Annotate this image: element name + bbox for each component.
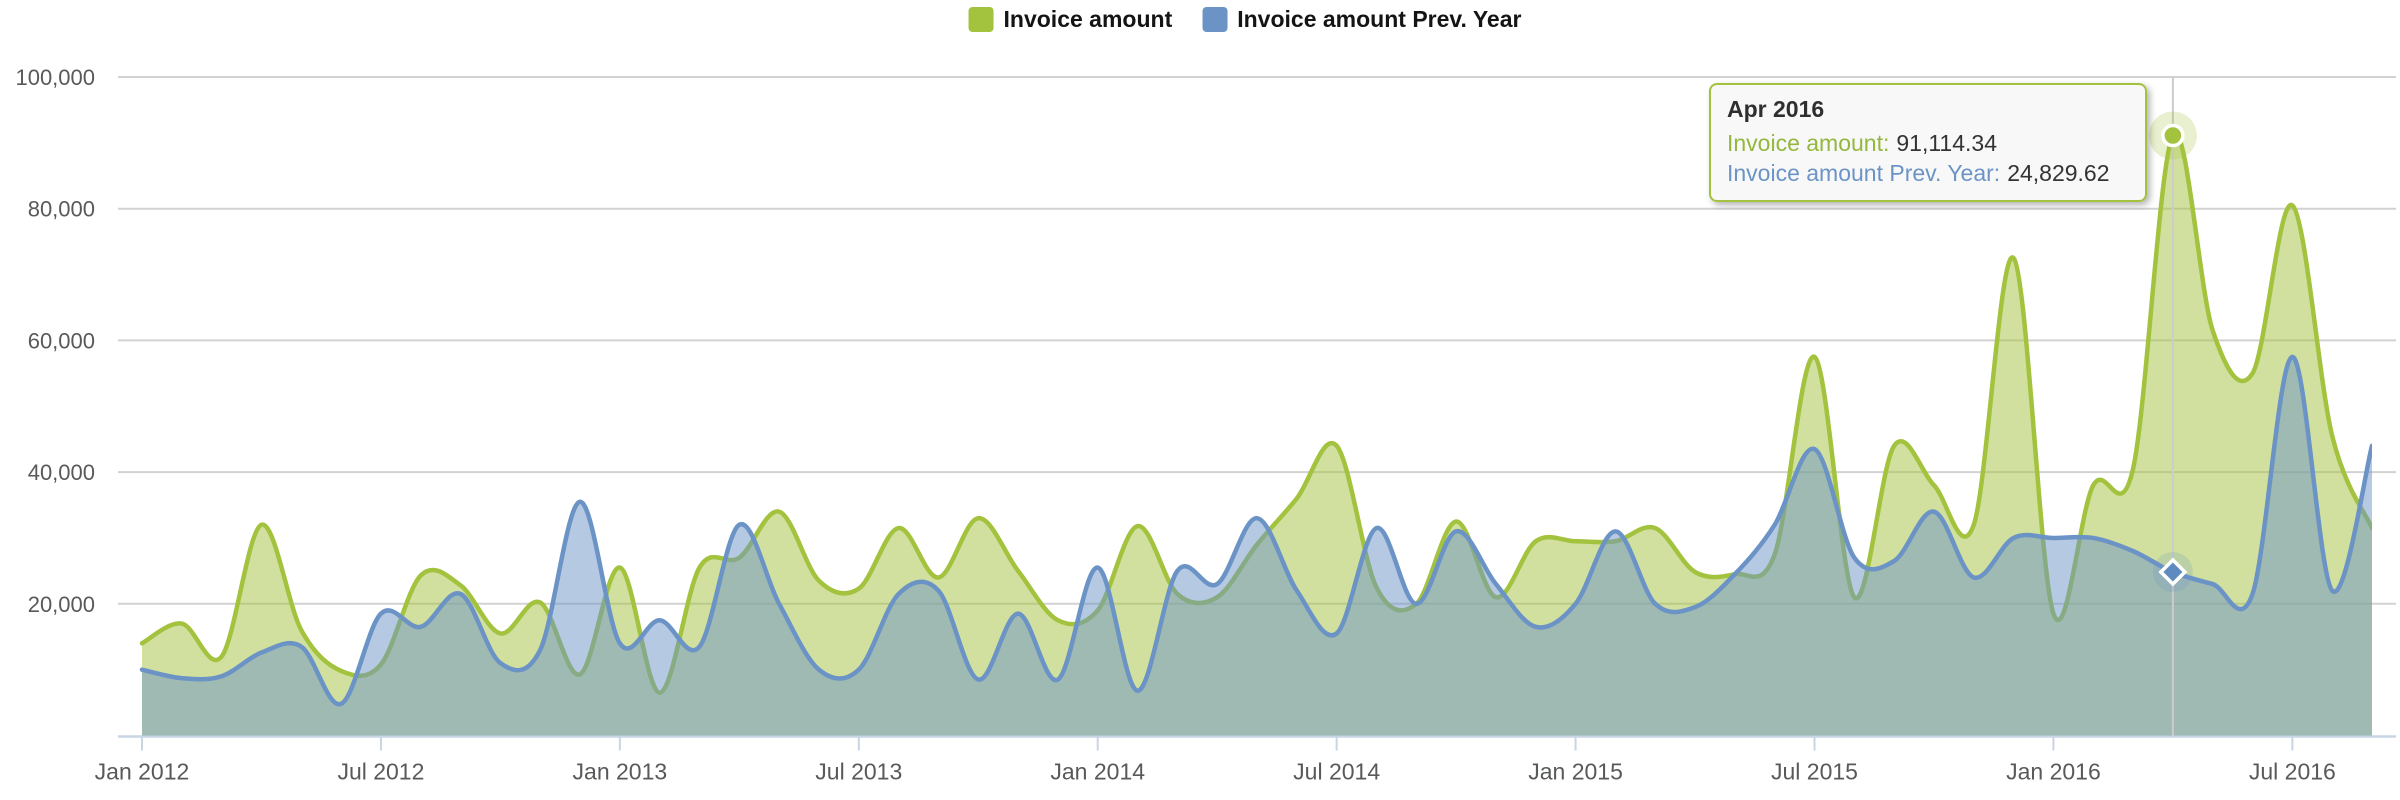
x-axis-label: Jul 2012 <box>337 759 424 785</box>
x-axis-label: Jul 2015 <box>1771 759 1858 785</box>
legend: Invoice amount Invoice amount Prev. Year <box>968 6 1521 33</box>
legend-swatch-invoice-amount <box>968 7 994 32</box>
legend-item-invoice-amount[interactable]: Invoice amount <box>968 6 1173 33</box>
tooltip-row: Invoice amount Prev. Year: 24,829.62 <box>1727 158 2129 188</box>
legend-item-invoice-amount-prev-year[interactable]: Invoice amount Prev. Year <box>1202 6 1521 33</box>
y-axis-label: 20,000 <box>28 592 95 617</box>
y-axis-label: 100,000 <box>15 65 95 90</box>
x-axis-label: Jul 2016 <box>2249 759 2336 785</box>
tooltip-row-label: Invoice amount Prev. Year: <box>1727 160 2001 186</box>
area-line-invoice-amount-prev-year[interactable] <box>139 354 2372 707</box>
tooltip-row-value: 91,114.34 <box>1896 130 1997 156</box>
x-axis-label: Jan 2012 <box>95 759 190 785</box>
tooltip: Apr 2016 Invoice amount: 91,114.34 Invoic… <box>1709 83 2147 202</box>
x-axis-label: Jul 2014 <box>1293 759 1380 785</box>
tooltip-row: Invoice amount: 91,114.34 <box>1727 128 2129 158</box>
y-axis-label: 60,000 <box>28 328 95 353</box>
tooltip-title: Apr 2016 <box>1727 96 1825 122</box>
legend-label: Invoice amount <box>1003 6 1173 32</box>
x-axis-label: Jul 2013 <box>815 759 902 785</box>
legend-label: Invoice amount Prev. Year <box>1237 6 1522 32</box>
marker-point-invoice-amount[interactable] <box>2161 123 2185 148</box>
y-axis-label: 40,000 <box>28 460 95 485</box>
area-fill-invoice-amount-prev-year[interactable] <box>142 356 2372 736</box>
marker-point-prev-year[interactable] <box>2158 557 2188 587</box>
x-axis-label: Jan 2016 <box>2006 759 2101 785</box>
x-axis-label: Jan 2014 <box>1050 759 1145 785</box>
x-axis-label: Jan 2015 <box>1528 759 1623 785</box>
tooltip-row-value: 24,829.62 <box>2007 160 2110 186</box>
legend-swatch-prev-year <box>1202 7 1228 32</box>
tooltip-row-label: Invoice amount: <box>1727 130 1890 156</box>
x-axis-label: Jan 2013 <box>573 759 668 785</box>
y-axis-label: 80,000 <box>28 197 95 222</box>
